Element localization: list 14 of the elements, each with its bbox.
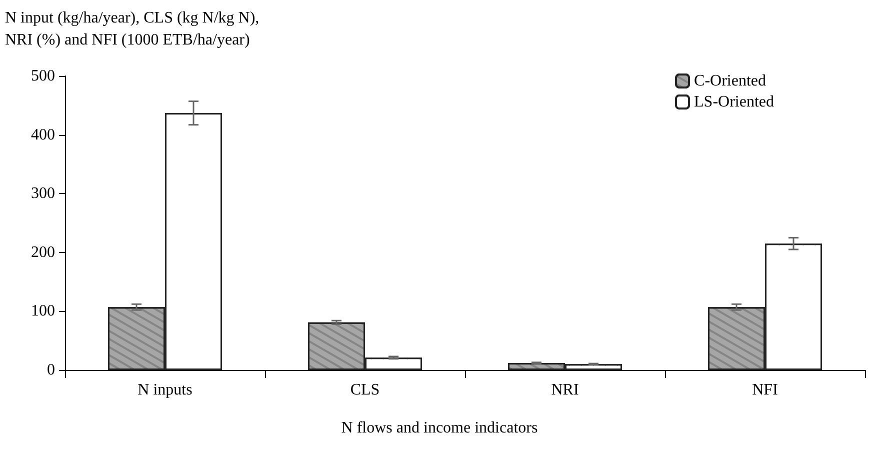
y-tick-label: 400 (31, 126, 55, 144)
x-axis-title: N flows and income indicators (341, 420, 538, 436)
y-tick-label: 100 (31, 302, 55, 320)
y-tick-label: 0 (47, 362, 55, 378)
y-axis-title: N input (kg/ha/year), CLS (kg N/kg N), NRI (%) and NFI (1000 ETB/ha/year) (5, 10, 260, 48)
legend-label: LS-Oriented (694, 94, 774, 110)
y-tick-label: 300 (31, 185, 55, 202)
y-tick-label: 500 (31, 68, 55, 84)
x-tick-label: N inputs (138, 382, 192, 398)
x-tick-label: NRI (551, 382, 579, 398)
x-tick-label: CLS (350, 382, 380, 398)
x-tick-label: NFI (752, 382, 778, 398)
y-tick-label: 200 (31, 244, 55, 261)
legend-label: C-Oriented (694, 72, 766, 90)
